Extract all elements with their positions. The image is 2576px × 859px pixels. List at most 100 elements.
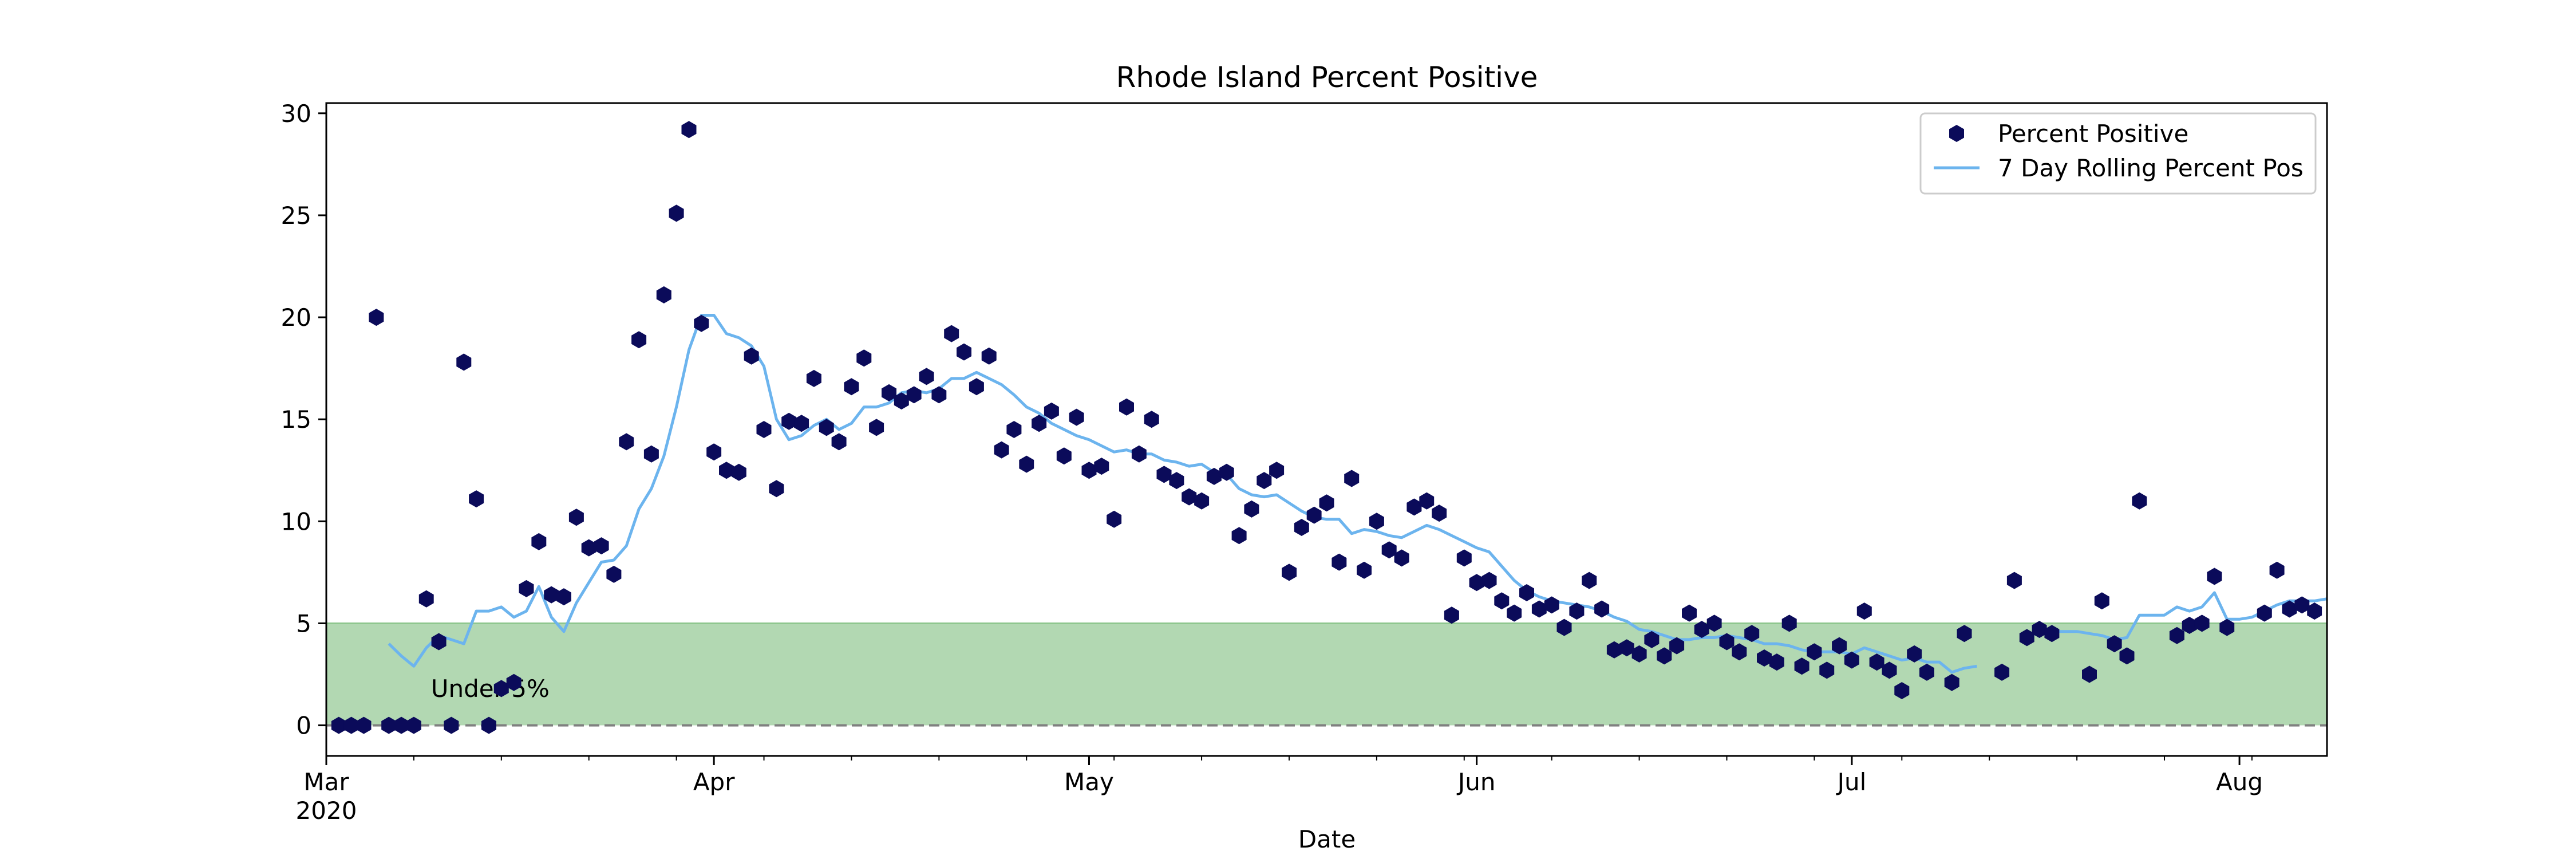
data-point [2294,596,2310,614]
data-point [1069,408,1084,426]
data-point [1619,639,1634,657]
x-tick-label: May [1064,768,1114,796]
under-5-band [326,623,2327,726]
data-point [1507,604,1522,622]
data-point [981,347,997,365]
data-point [1044,402,1059,420]
data-point [1032,415,1047,432]
x-tick-label: Jun [1456,768,1496,796]
data-point [1269,462,1285,479]
data-point [719,462,734,479]
data-point [1219,463,1234,481]
data-point [1582,572,1597,589]
data-point [994,441,1009,459]
data-point [1282,564,1297,581]
data-point [1257,472,1272,490]
data-point [919,368,934,385]
y-tick-label: 5 [296,609,311,637]
data-point [343,716,359,734]
data-point [1319,494,1334,512]
data-point [1206,467,1222,485]
data-point [2006,572,2022,589]
data-point [706,443,722,461]
y-tick-label: 10 [281,507,311,535]
data-point [1994,663,2010,681]
data-point [957,343,971,361]
data-point [1006,421,1022,438]
data-point [1332,553,1347,571]
data-point [418,590,434,608]
data-point [2094,592,2109,610]
data-point [944,325,959,342]
y-tick-label: 30 [281,100,311,128]
data-point [1644,631,1660,648]
data-point [1444,606,1459,624]
data-point [1832,637,1847,655]
data-point [1856,602,1872,620]
y-tick-label: 0 [296,712,311,740]
data-point [669,204,684,222]
data-point [1882,661,1897,679]
data-point [869,419,884,436]
x-tick-label: Jul [1836,768,1867,796]
data-point [731,463,746,481]
data-point [1231,527,1247,545]
data-point [769,480,784,498]
data-point [506,673,521,691]
plot-area-frame [325,102,2328,757]
data-point [1406,498,1422,516]
data-point [1081,462,1097,479]
data-point [2019,629,2034,647]
data-point [594,537,609,555]
data-point [1056,447,1072,465]
data-point [1757,649,1772,667]
y-tick-label: 15 [281,405,311,434]
data-point [1144,411,1159,428]
data-point [481,716,496,734]
under-5-band-layer: Under 5% [326,622,2327,726]
data-point [1456,549,1472,567]
data-point [1907,645,1922,663]
data-point [581,539,596,557]
data-point [2119,647,2135,665]
data-point [1344,470,1360,487]
data-point [1094,458,1109,475]
data-point [2207,568,2222,585]
data-point [1556,618,1572,636]
data-point [1394,549,1409,567]
legend: Percent Positive 7 Day Rolling Percent P… [1919,112,2317,195]
data-point [1794,657,1809,675]
data-point [431,633,447,651]
data-point [681,121,697,139]
data-point [856,349,872,367]
data-point [619,433,634,451]
data-point [931,386,947,404]
data-point [2107,635,2122,653]
data-point [1569,602,1585,620]
data-point [2219,618,2235,636]
data-point [844,378,859,396]
data-point [1469,574,1484,592]
data-point [2082,665,2097,683]
data-point [1957,625,1972,643]
data-point [1919,663,1934,681]
data-point [1944,673,1959,691]
data-point [1419,492,1435,510]
data-point [1294,519,1309,536]
data-point [556,588,571,606]
data-point [1669,637,1685,655]
data-point [1432,505,1447,522]
data-point [1706,614,1722,632]
data-point [1019,455,1034,473]
data-point [1594,600,1610,618]
data-point [381,716,397,734]
x-tick-label: Apr [693,768,735,796]
data-point [1819,661,1835,679]
data-point [369,309,384,326]
data-point [331,716,346,734]
data-point [1182,488,1197,506]
data-point [1869,653,1884,671]
data-point [1306,506,1322,524]
data-point [2257,604,2272,622]
